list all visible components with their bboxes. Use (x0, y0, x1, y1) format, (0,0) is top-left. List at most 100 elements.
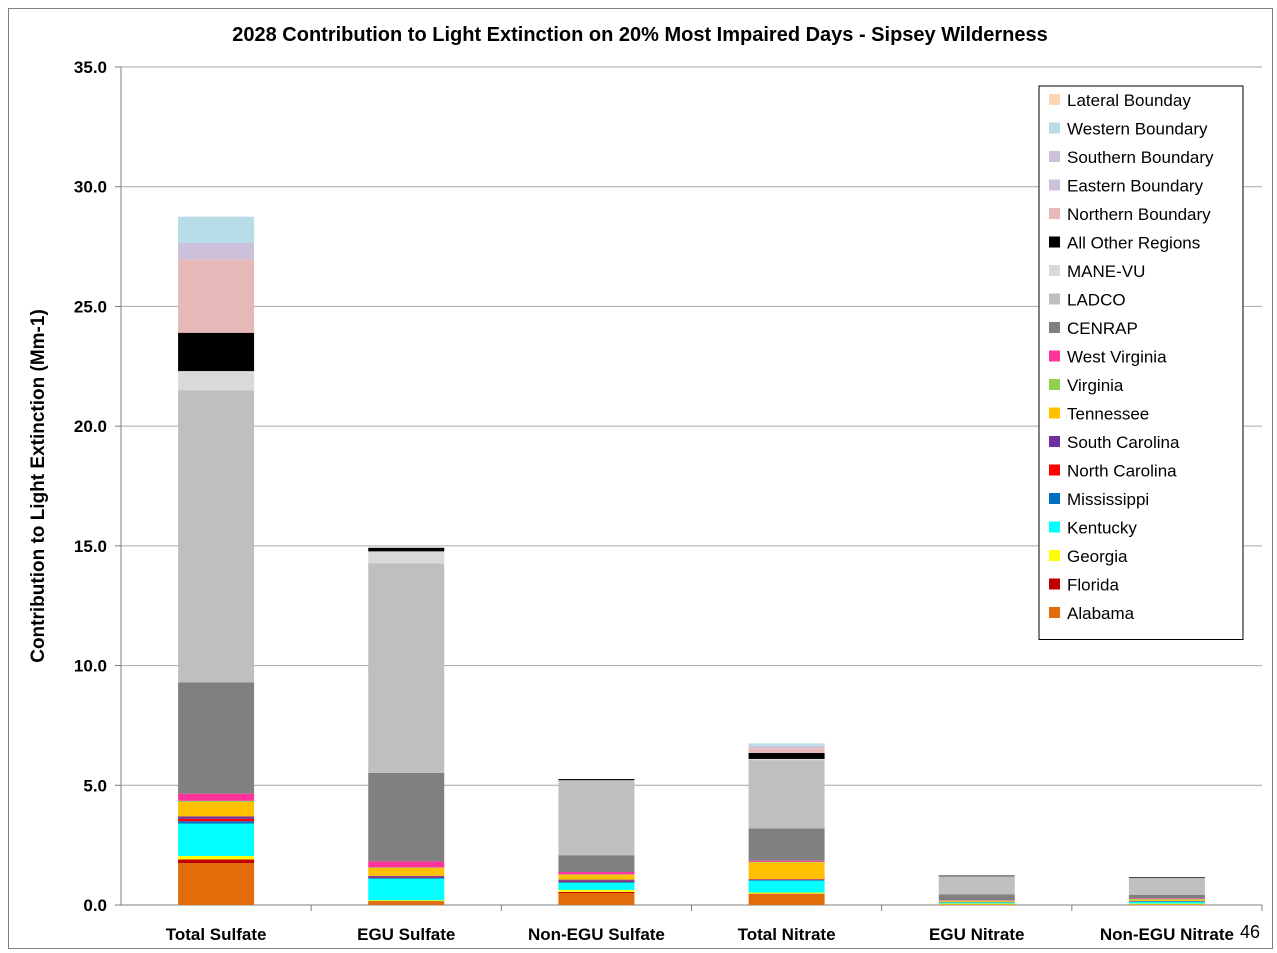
legend-box (1038, 85, 1244, 640)
bar-segment-western-boundary (748, 743, 825, 746)
bar-segment-mane-vu (558, 780, 635, 781)
legend-label: Virginia (1067, 376, 1124, 395)
bar-segment-mississippi (748, 879, 825, 881)
bar-segment-virginia (1128, 899, 1205, 900)
y-tick-label: 30.0 (74, 178, 107, 197)
bar-segment-northern-boundary (178, 259, 255, 333)
legend-label: Eastern Boundary (1067, 177, 1204, 196)
bar-segment-florida (368, 901, 445, 903)
bar-segment-all-other-regions (748, 752, 825, 759)
bar-segment-virginia (938, 900, 1015, 902)
legend-swatch (1049, 379, 1060, 390)
bar-segment-cenrap (938, 894, 1015, 901)
bar-segment-all-other-regions (178, 332, 255, 372)
bar-segment-ladco (558, 780, 635, 856)
bar-segment-alabama (178, 863, 255, 905)
legend-swatch (1049, 94, 1060, 105)
x-tick-label: EGU Nitrate (929, 925, 1024, 944)
y-axis-label: Contribution to Light Extinction (Mm-1) (28, 309, 49, 663)
legend-swatch (1049, 521, 1060, 533)
bar-segment-mane-vu (368, 551, 445, 564)
legend-label: Northern Boundary (1067, 205, 1211, 224)
bar-segment-south-carolina (748, 879, 825, 880)
bar-segment-all-other-regions (938, 875, 1015, 877)
legend-label: Tennessee (1067, 405, 1149, 424)
bar-segment-west-virginia (368, 861, 445, 868)
bar-segment-eastern-boundary (748, 746, 825, 749)
bar-segment-south-carolina (178, 816, 255, 819)
bar-segment-western-boundary (178, 216, 255, 243)
x-tick-label: Non-EGU Nitrate (1100, 925, 1234, 944)
bar-segment-ladco (1128, 877, 1205, 895)
bar-segment-cenrap (1128, 894, 1205, 899)
y-tick-label: 0.0 (83, 896, 107, 915)
y-tick-label: 35.0 (74, 58, 107, 77)
bar-segment-florida (558, 891, 635, 894)
bar-segment-mississippi (938, 902, 1015, 903)
legend-swatch (1049, 436, 1060, 447)
legend-label: Florida (1067, 576, 1120, 595)
bar-segment-tennessee (558, 874, 635, 880)
y-tick-label: 15.0 (74, 537, 107, 556)
bar-segment-georgia (558, 889, 635, 892)
chart-title: 2028 Contribution to Light Extinction on… (232, 24, 1048, 46)
bar-segment-north-carolina (178, 818, 255, 822)
bar-segment-cenrap (368, 772, 445, 862)
legend-label: CENRAP (1067, 319, 1138, 338)
x-tick-label: Non-EGU Sulfate (528, 925, 665, 944)
legend-swatch (1049, 122, 1060, 134)
y-tick-label: 5.0 (83, 776, 107, 795)
legend-label: South Carolina (1067, 433, 1180, 452)
bar-segment-ladco (368, 563, 445, 773)
bar-segment-georgia (1128, 903, 1205, 905)
legend-label: Lateral Bounday (1067, 91, 1191, 110)
bar-segment-southern-boundary (178, 242, 255, 252)
legend-swatch (1049, 208, 1060, 219)
legend-swatch (1049, 293, 1060, 305)
page-number: 46 (1240, 922, 1261, 942)
bar-segment-mane-vu (748, 758, 825, 761)
legend-label: Kentucky (1067, 519, 1137, 538)
bar-segment-kentucky (178, 823, 255, 856)
bar-segment-alabama (938, 904, 1015, 905)
bar-segment-ladco (178, 390, 255, 683)
bar-segment-south-carolina (368, 875, 445, 877)
bar-segment-tennessee (178, 802, 255, 817)
y-tick-label: 10.0 (74, 657, 107, 676)
bar-segment-tennessee (1128, 899, 1205, 901)
bar-segment-alabama (368, 902, 445, 905)
legend-swatch (1049, 350, 1060, 362)
bar-segment-georgia (368, 900, 445, 902)
bar-segment-alabama (748, 894, 825, 905)
bar-segment-west-virginia (938, 900, 1015, 901)
bar-segment-kentucky (748, 880, 825, 893)
legend-swatch (1049, 265, 1060, 276)
legend-swatch (1049, 179, 1060, 191)
legend-swatch (1049, 578, 1060, 590)
bar-segment-west-virginia (558, 871, 635, 875)
legend-swatch (1049, 322, 1060, 333)
x-tick-label: EGU Sulfate (357, 925, 455, 944)
bar-segment-georgia (178, 855, 255, 860)
legend-swatch (1049, 407, 1060, 419)
bar-segment-mane-vu (178, 371, 255, 391)
bar-segment-north-carolina (368, 876, 445, 878)
legend-swatch (1049, 236, 1060, 248)
bar-segment-mississippi (178, 821, 255, 824)
bar-segment-virginia (748, 861, 825, 863)
bar-segment-alabama (1128, 904, 1205, 905)
bar-segment-tennessee (938, 901, 1015, 903)
x-tick-label: Total Sulfate (166, 925, 267, 944)
bar-segment-west-virginia (748, 860, 825, 862)
bar-segment-florida (178, 859, 255, 864)
bar-segment-cenrap (558, 855, 635, 872)
legend-swatch (1049, 151, 1060, 162)
bar-segment-kentucky (938, 902, 1015, 904)
bar-segment-florida (748, 893, 825, 895)
bar-segment-all-other-regions (1128, 877, 1205, 878)
bar-segment-cenrap (178, 682, 255, 794)
legend-label: All Other Regions (1067, 234, 1200, 253)
bar-segment-kentucky (558, 882, 635, 890)
bar-segment-tennessee (748, 862, 825, 880)
legend-swatch (1049, 493, 1060, 504)
